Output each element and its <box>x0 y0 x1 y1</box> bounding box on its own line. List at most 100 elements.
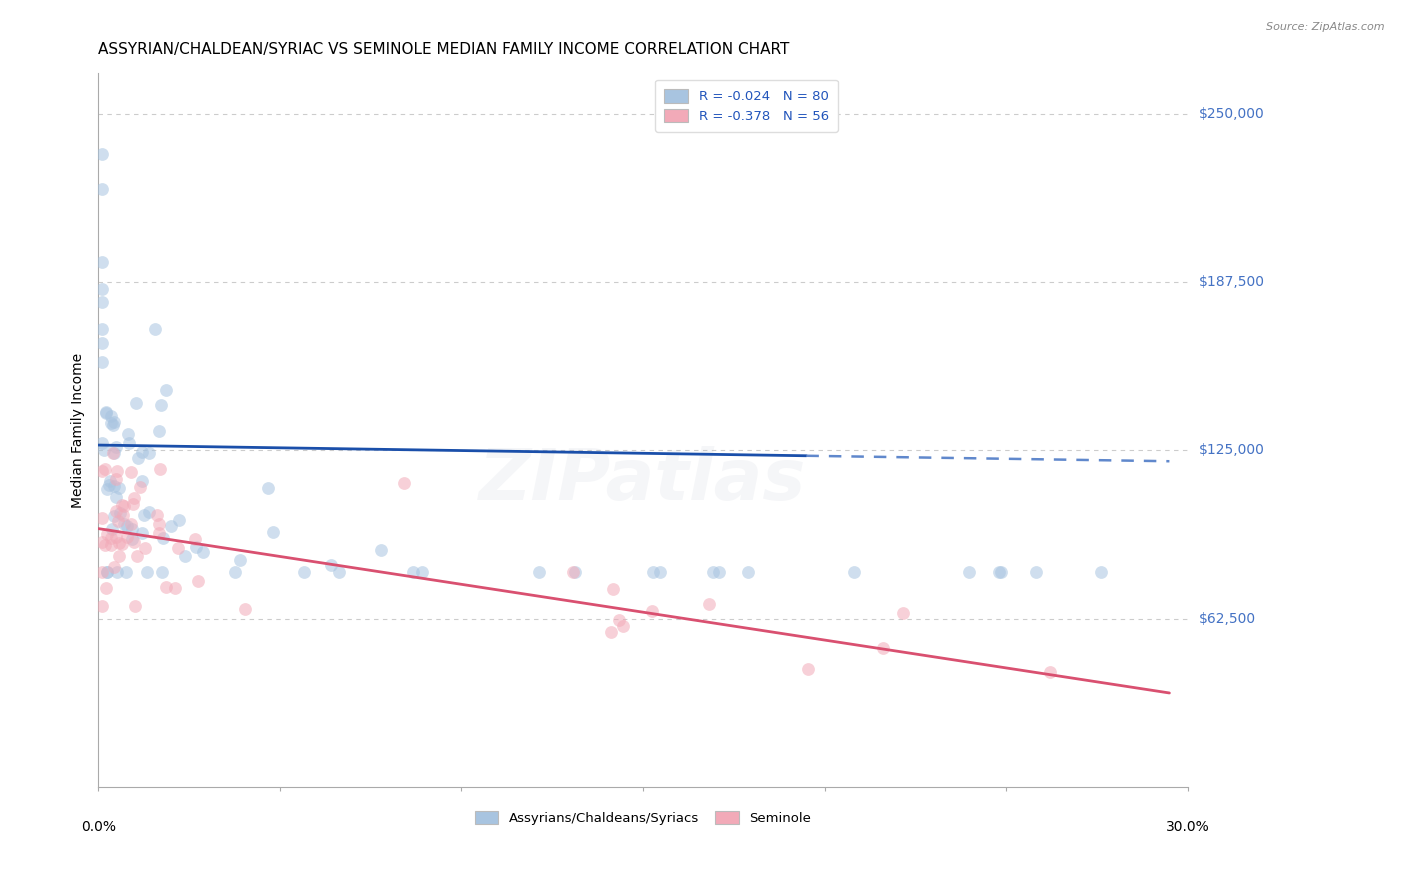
Point <box>1090 565 1112 579</box>
Point <box>103 446 125 460</box>
Point <box>91 511 114 525</box>
Point <box>186 574 208 588</box>
Text: $125,000: $125,000 <box>1198 443 1264 458</box>
Point <box>148 517 170 532</box>
Point <box>96 581 118 595</box>
Point <box>125 549 148 563</box>
Point <box>108 506 131 520</box>
Point <box>229 553 252 567</box>
Text: 0.0%: 0.0% <box>82 820 115 834</box>
Point <box>988 565 1011 579</box>
Point <box>91 295 114 310</box>
Point <box>91 565 114 579</box>
Text: ASSYRIAN/CHALDEAN/SYRIAC VS SEMINOLE MEDIAN FAMILY INCOME CORRELATION CHART: ASSYRIAN/CHALDEAN/SYRIAC VS SEMINOLE MED… <box>98 42 790 57</box>
Point <box>91 282 114 296</box>
Point <box>319 558 342 572</box>
Point <box>697 597 720 611</box>
Point <box>114 565 136 579</box>
Point <box>134 508 156 522</box>
Point <box>191 545 214 559</box>
Point <box>101 446 124 460</box>
Point <box>111 537 134 551</box>
Point <box>108 481 131 495</box>
Point <box>990 565 1012 579</box>
Point <box>138 446 160 460</box>
Text: Source: ZipAtlas.com: Source: ZipAtlas.com <box>1267 22 1385 32</box>
Point <box>96 482 118 496</box>
Point <box>564 565 586 579</box>
Point <box>600 624 623 639</box>
Point <box>562 565 585 579</box>
Point <box>959 565 981 579</box>
Point <box>134 541 156 555</box>
Point <box>402 565 425 579</box>
Point <box>122 535 145 549</box>
Point <box>131 474 153 488</box>
Point <box>112 499 135 513</box>
Point <box>612 618 634 632</box>
Point <box>737 565 759 579</box>
Text: ZIPatlas: ZIPatlas <box>479 446 807 515</box>
Point <box>105 472 128 486</box>
Legend: Assyrians/Chaldeans/Syriacs, Seminole: Assyrians/Chaldeans/Syriacs, Seminole <box>465 802 821 834</box>
Point <box>120 516 142 531</box>
Point <box>91 147 114 161</box>
Point <box>124 396 146 410</box>
Point <box>1039 665 1062 679</box>
Point <box>91 182 114 196</box>
Point <box>100 531 122 545</box>
Point <box>93 538 115 552</box>
Point <box>707 565 730 579</box>
Point <box>94 405 117 419</box>
Point <box>184 532 207 546</box>
Point <box>602 582 624 596</box>
Point <box>262 525 284 540</box>
Point <box>100 409 122 424</box>
Point <box>105 464 128 478</box>
Point <box>328 565 350 579</box>
Point <box>104 490 127 504</box>
Point <box>124 599 146 613</box>
Point <box>112 508 135 523</box>
Point <box>186 541 208 555</box>
Point <box>233 601 256 615</box>
Point <box>96 527 118 541</box>
Point <box>1025 565 1047 579</box>
Point <box>143 322 166 336</box>
Point <box>136 565 159 579</box>
Point <box>148 462 170 476</box>
Point <box>91 354 114 368</box>
Point <box>145 508 167 522</box>
Point <box>128 479 150 493</box>
Point <box>370 542 392 557</box>
Point <box>842 565 865 579</box>
Text: $187,500: $187,500 <box>1198 275 1264 289</box>
Point <box>103 559 125 574</box>
Point <box>607 613 630 627</box>
Point <box>103 478 125 492</box>
Point <box>148 526 170 541</box>
Point <box>91 534 114 549</box>
Point <box>131 445 153 459</box>
Point <box>91 335 114 350</box>
Point <box>121 522 143 536</box>
Point <box>107 514 129 528</box>
Point <box>702 565 724 579</box>
Point <box>797 662 820 676</box>
Point <box>100 416 122 430</box>
Point <box>167 513 190 527</box>
Point <box>107 536 129 550</box>
Point <box>163 581 186 595</box>
Point <box>224 565 246 579</box>
Y-axis label: Median Family Income: Median Family Income <box>72 352 86 508</box>
Point <box>105 504 128 518</box>
Point <box>150 565 173 579</box>
Point <box>392 475 415 490</box>
Point <box>111 498 134 512</box>
Point <box>131 526 153 541</box>
Point <box>257 482 280 496</box>
Point <box>91 322 114 336</box>
Point <box>91 464 114 478</box>
Point <box>148 424 170 438</box>
Point <box>100 538 122 552</box>
